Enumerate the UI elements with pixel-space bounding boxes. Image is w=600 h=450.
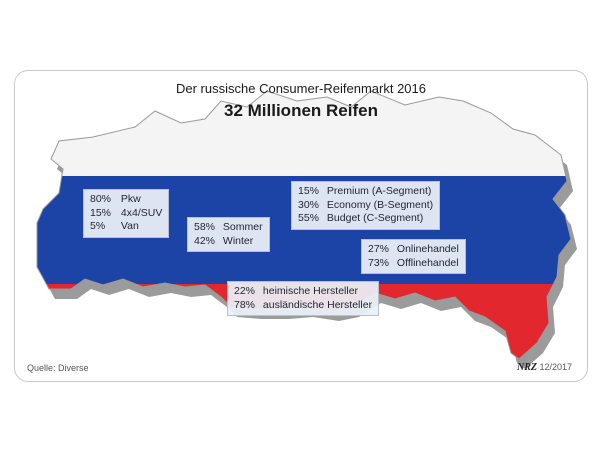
row-value: 73% bbox=[368, 256, 390, 269]
chart-subtitle: 32 Millionen Reifen bbox=[224, 101, 378, 120]
row-label: Van bbox=[120, 220, 139, 232]
sales-channel-box: 27% Onlinehandel 73% Offlinehandel bbox=[361, 239, 466, 274]
data-row: 73% Offlinehandel bbox=[368, 257, 459, 271]
data-row: 5% Van bbox=[90, 220, 162, 234]
row-label: Winter bbox=[222, 234, 254, 247]
data-row: 15% 4x4/SUV bbox=[90, 207, 162, 221]
data-row: 30% Economy (B-Segment) bbox=[298, 199, 433, 213]
data-row: 27% Onlinehandel bbox=[368, 243, 459, 257]
row-value: 22% bbox=[234, 285, 256, 297]
row-label: ausländische Hersteller bbox=[262, 298, 373, 311]
infographic-card: Der russische Consumer-Reifenmarkt 2016 … bbox=[14, 70, 588, 382]
row-label: heimische Hersteller bbox=[262, 285, 359, 297]
map-outline bbox=[36, 90, 572, 360]
row-value: 27% bbox=[368, 243, 390, 255]
data-row: 55% Budget (C-Segment) bbox=[298, 212, 433, 226]
data-row: 78% ausländische Hersteller bbox=[234, 299, 372, 313]
row-value: 30% bbox=[298, 198, 320, 211]
row-label: Sommer bbox=[222, 221, 263, 233]
row-value: 15% bbox=[90, 206, 112, 219]
chart-title: Der russische Consumer-Reifenmarkt 2016 bbox=[176, 81, 426, 96]
data-row: 22% heimische Hersteller bbox=[234, 285, 372, 299]
row-value: 80% bbox=[90, 193, 112, 205]
data-row: 80% Pkw bbox=[90, 193, 162, 207]
manufacturer-box: 22% heimische Hersteller 78% ausländisch… bbox=[227, 281, 380, 316]
logo-brand: NRZ bbox=[517, 362, 537, 373]
row-label: Premium (A-Segment) bbox=[326, 185, 432, 197]
segment-box: 15% Premium (A-Segment) 30% Economy (B-S… bbox=[291, 181, 441, 230]
row-value: 58% bbox=[194, 221, 216, 233]
publisher-logo: NRZ 12/2017 bbox=[517, 362, 572, 373]
row-value: 42% bbox=[194, 234, 216, 247]
row-label: 4x4/SUV bbox=[120, 206, 163, 219]
row-value: 5% bbox=[90, 220, 106, 232]
logo-date: 12/2017 bbox=[539, 362, 573, 372]
data-row: 42% Winter bbox=[194, 235, 263, 249]
row-label: Budget (C-Segment) bbox=[326, 212, 424, 224]
row-value: 78% bbox=[234, 298, 256, 311]
data-row: 58% Sommer bbox=[194, 221, 263, 235]
row-label: Onlinehandel bbox=[396, 243, 459, 255]
vehicle-type-box: 80% Pkw 15% 4x4/SUV 5% Van bbox=[83, 189, 170, 238]
season-box: 58% Sommer 42% Winter bbox=[187, 217, 270, 252]
row-label: Economy (B-Segment) bbox=[326, 198, 434, 211]
row-value: 55% bbox=[298, 212, 320, 224]
row-value: 15% bbox=[298, 185, 320, 197]
source-note: Quelle: Diverse bbox=[27, 363, 89, 373]
row-label: Offlinehandel bbox=[396, 256, 459, 269]
row-label: Pkw bbox=[120, 193, 141, 205]
data-row: 15% Premium (A-Segment) bbox=[298, 185, 433, 199]
